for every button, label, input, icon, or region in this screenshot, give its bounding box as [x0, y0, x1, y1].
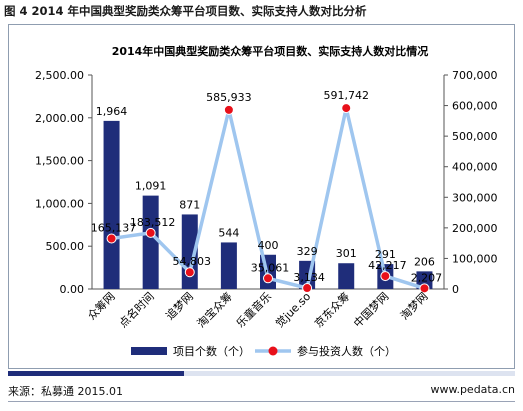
line-point [419, 283, 430, 294]
y-right-tick-label: 300,000 [452, 191, 498, 204]
y-right-tick-label: 200,000 [452, 222, 498, 235]
legend-swatch-bar [131, 347, 167, 355]
bar [416, 271, 433, 289]
line-point [302, 283, 313, 294]
legend-label-bar: 项目个数（个） [173, 345, 250, 358]
line-point [106, 233, 117, 244]
line-data-label: 54,803 [173, 255, 212, 268]
line-point [263, 273, 273, 284]
bar-data-label: 329 [297, 245, 318, 258]
y-left-tick-label: 1,500.00 [35, 155, 84, 168]
line-data-label: 35,061 [251, 261, 290, 274]
x-tick-label: 众筹网 [84, 289, 117, 322]
footer-rule [184, 371, 515, 376]
x-tick-label: 京东众筹 [311, 289, 352, 330]
bar-data-label: 400 [258, 239, 279, 252]
x-tick-label: 淘梦网 [398, 290, 431, 323]
line-data-label: 3,134 [293, 271, 325, 284]
y-right-tick-label: 600,000 [452, 100, 498, 113]
bar-data-label: 544 [218, 226, 239, 239]
figure-heading: 图 4 2014 年中国典型奖励类众筹平台项目数、实际支持人数对比分析 [4, 4, 367, 18]
bar-data-label: 1,964 [96, 105, 128, 118]
bar-data-label: 1,091 [135, 180, 167, 193]
bar-data-label: 871 [179, 198, 200, 211]
y-right-tick-label: 100,000 [452, 252, 498, 265]
y-right-tick-label: 400,000 [452, 161, 498, 174]
y-left-tick-label: 2,000.00 [35, 112, 84, 125]
bar-data-label: 291 [375, 248, 396, 261]
y-right-tick-label: 500,000 [452, 130, 498, 143]
legend-label-line: 参与投资人数（个） [297, 344, 396, 358]
y-left-tick-label: 2,500.00 [35, 69, 84, 82]
y-right-tick-label: 700,000 [452, 69, 498, 82]
x-tick-label: 点名时间 [116, 289, 157, 330]
y-right-tick-label: 0 [452, 283, 459, 296]
chart: 2014年中国典型奖励类众筹平台项目数、实际支持人数对比情况 0.00 500.00… [35, 44, 498, 358]
bar [338, 263, 355, 289]
bar [103, 120, 120, 290]
line-data-label: 165,137 [91, 222, 137, 235]
footer-bottom-rule [8, 401, 515, 402]
line-point [380, 271, 391, 282]
legend-swatch-marker [268, 346, 278, 356]
bar [142, 195, 159, 289]
line-data-label: 591,742 [323, 89, 369, 102]
x-tick-label: 乐童音乐 [233, 289, 274, 330]
bar-data-label: 206 [414, 255, 435, 268]
line-data-label: 2,207 [411, 271, 443, 284]
line-data-label: 42,217 [368, 259, 407, 272]
line-point [145, 227, 156, 238]
x-tick-label: 中国梦网 [351, 290, 391, 330]
bar [220, 242, 237, 289]
footer-rule-accent [8, 371, 184, 376]
x-tick-label: 淘宝众筹 [194, 289, 235, 330]
x-tick-label: 觉jue.so [273, 290, 313, 330]
x-tick-label: 追梦网 [163, 289, 196, 322]
line-point [223, 104, 234, 115]
line-point [341, 103, 352, 114]
y-left-tick-label: 1,000.00 [35, 197, 84, 210]
chart-title: 2014年中国典型奖励类众筹平台项目数、实际支持人数对比情况 [112, 44, 429, 58]
line-point [184, 267, 195, 278]
line-data-label: 585,933 [206, 91, 252, 104]
y-left-tick-label: 500.00 [46, 240, 85, 253]
source-url: www.pedata.cn [430, 383, 515, 396]
y-left-tick-label: 0.00 [60, 283, 85, 296]
line-data-label: 183,512 [130, 216, 176, 229]
bar-data-label: 301 [336, 247, 357, 260]
source-note: 来源：私募通 2015.01 [8, 385, 123, 398]
